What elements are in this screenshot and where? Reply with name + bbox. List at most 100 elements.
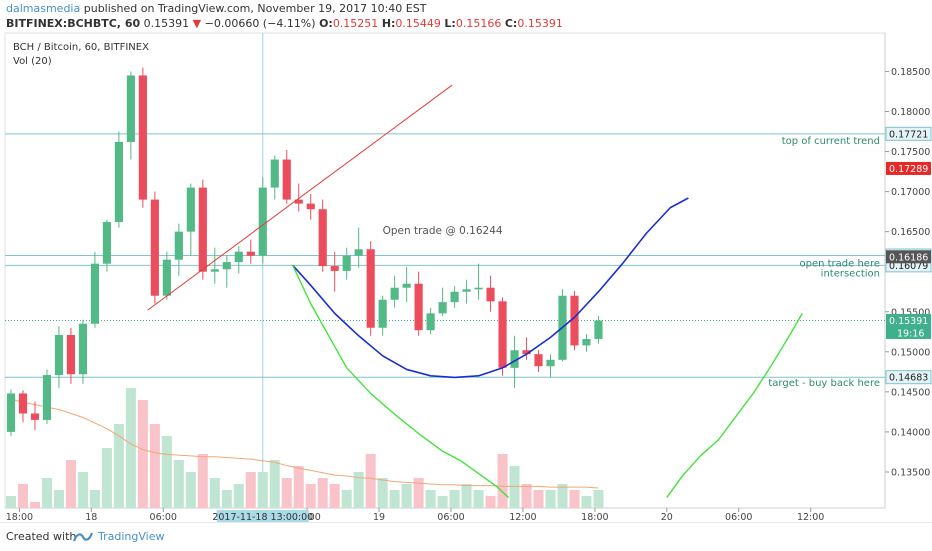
volume-bar [197,454,208,508]
volume-bar [221,490,232,508]
x-tick-label: 18:00 [581,512,608,522]
volume-bar [521,484,532,508]
volume-bar [593,490,604,508]
candle-body [78,323,88,375]
candle-body [582,338,591,346]
x-tick-label: 20 [661,512,673,522]
candle-body [426,313,435,331]
volume-bar [53,490,64,508]
y-tick-label: 0.18500 [891,67,930,78]
x-tick-label: 06:00 [150,512,177,522]
volume-bar [329,484,340,508]
volume-bar [5,496,17,508]
horizontal-line-price: 0.14683 [889,373,928,384]
tradingview-link[interactable]: TradingView [98,530,165,543]
volume-bar [101,448,112,508]
candle-body [90,263,99,324]
candle-body [18,393,28,414]
candle-body [366,249,375,328]
countdown-label: 19:16 [897,328,924,339]
volume-bar [257,472,268,508]
volume-bar [113,424,124,508]
volume-bar [269,460,280,508]
close-label: C: [504,17,518,30]
horizontal-line-price: 0.16079 [889,261,928,272]
candle-body [354,249,363,256]
published-text: published on TradingView.com, November 1… [83,2,427,15]
y-tick-label: 0.15500 [891,307,930,318]
volume-bar [137,400,148,508]
candle-body [510,350,519,368]
horizontal-line-note: open trade here [799,259,880,270]
x-tick-label: 19 [373,512,385,522]
price-tag-label: 0.17289 [889,164,928,175]
candle-body [534,354,543,367]
created-with-text: Created with [6,530,77,543]
candle-body [498,301,507,368]
volume-bar [485,496,496,508]
volume-bar [545,490,556,508]
volume-bar [449,490,460,508]
candle-body [414,283,423,331]
candle-body [150,199,159,296]
volume-bar [533,490,544,508]
volume-bar [497,454,508,508]
change-text: −0.00660 (−4.11%) [204,17,316,30]
y-tick-label: 0.16500 [891,227,930,238]
candle-body [438,302,447,314]
close-value: 0.15391 [517,17,563,30]
volume-bar [77,472,88,508]
volume-bar [281,478,292,508]
high-label: H: [381,17,396,30]
volume-bar [413,478,424,508]
volume-bar [185,472,196,508]
volume-bar [473,490,484,508]
volume-bar [365,454,376,508]
plot-frame [4,32,886,509]
candle-body [210,269,219,272]
candle-body [30,413,40,420]
red-trendline [147,84,453,311]
candle-body [138,75,147,200]
candle-body [258,187,267,256]
x-tick-label: 06:00 [725,512,752,522]
candle-body [378,299,387,328]
candle-body [66,334,76,375]
price-chart[interactable]: BCH / Bitcoin, 60, BITFINEX Vol (20) 0.185… [0,0,932,522]
candle-body [114,141,123,223]
price-tag-label: 0.16186 [889,252,928,263]
candle-body [126,75,135,142]
horizontal-line-note: intersection [821,268,880,279]
author-link[interactable]: dalmasmedia [6,2,81,15]
candle-body [270,159,279,188]
candle-body [6,393,16,432]
volume-bar [149,424,160,508]
volume-bar [389,490,400,508]
x-tick-label: 12:00 [797,512,824,522]
y-tick-label: 0.14000 [891,427,930,438]
candle-body [234,251,243,263]
candle-body [546,359,555,367]
volume-bar [341,490,352,508]
candle-body [282,159,291,200]
volume-bar [17,484,29,508]
ohlc-header: BITFINEX:BCHBTC, 60 0.15391 ▼ −0.00660 (… [6,17,563,30]
volume-bar [161,436,172,508]
candle-body [222,262,231,270]
high-value: 0.15449 [395,17,441,30]
blue-curve [292,197,689,379]
volume-bar [41,478,52,508]
candle-body [486,287,495,302]
horizontal-line-price: 0.17721 [889,129,928,140]
candle-body [330,266,339,271]
green-curve-projection [666,313,803,498]
candle-body [186,187,195,232]
volume-bar [305,484,316,508]
x-tick-label: 12:00 [509,512,536,522]
volume-bar [293,466,304,508]
price-tag-box [886,161,931,175]
price-tag-box [886,250,931,264]
candle-body [450,291,459,303]
low-value: 0.15166 [455,17,502,30]
low-label: L: [444,17,456,30]
